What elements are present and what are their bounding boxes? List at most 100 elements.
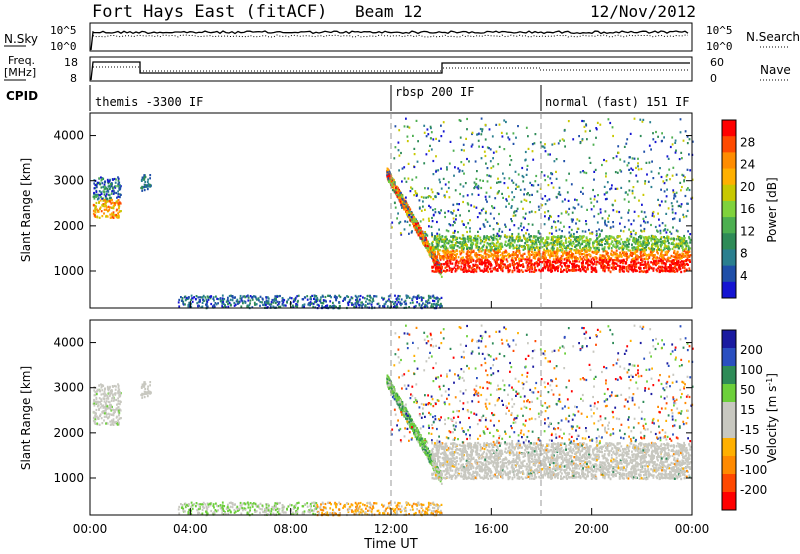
power-cell [225, 300, 228, 303]
power-cell [565, 237, 568, 240]
power-cell [321, 304, 323, 307]
plot-title: Fort Hays East (fitACF) [92, 2, 327, 22]
power-cell [640, 243, 643, 246]
power-cell [610, 249, 613, 252]
power-cell [361, 304, 363, 307]
power-cell [604, 249, 607, 253]
power-cell [496, 248, 499, 251]
power-cell [110, 197, 112, 200]
power-cell [417, 294, 420, 297]
power-cell [483, 243, 485, 246]
power-cell [585, 268, 588, 271]
power-cell [104, 195, 107, 198]
power-cell [600, 266, 603, 269]
power-cell [485, 239, 487, 242]
power-cell [361, 301, 363, 304]
power-cell [355, 300, 358, 303]
power-cell [109, 206, 111, 209]
power-cell [432, 259, 435, 263]
power-cell [568, 242, 571, 246]
power-cell [263, 301, 266, 304]
power-cell [684, 243, 687, 246]
power-cell [403, 203, 406, 206]
power-cell [109, 186, 112, 189]
power-cell [462, 248, 465, 251]
power-cell [407, 216, 410, 219]
power-cell [343, 297, 346, 300]
power-cell [106, 178, 109, 181]
power-cell [344, 298, 346, 301]
power-cell [290, 306, 293, 309]
power-cell [535, 251, 537, 254]
power-cell [609, 237, 612, 240]
power-cell [676, 260, 678, 263]
power-cell [420, 230, 423, 233]
power-cell [643, 243, 646, 246]
power-cell [247, 294, 249, 297]
power-cell [464, 259, 467, 262]
power-cell [685, 245, 688, 248]
power-cell [554, 240, 556, 243]
power-cell [644, 262, 647, 265]
power-cell [670, 254, 673, 258]
power-cell [351, 297, 354, 300]
power-cell [267, 297, 270, 300]
power-cell [240, 297, 243, 300]
power-cell [244, 301, 247, 304]
power-cell [426, 240, 428, 243]
power-cell [215, 295, 217, 298]
power-cell [369, 296, 372, 299]
power-cell [215, 303, 218, 306]
power-cell [544, 261, 547, 264]
power-cell [102, 205, 105, 208]
power-cell [247, 299, 250, 302]
power-cell [651, 258, 654, 261]
power-cell [611, 259, 614, 262]
power-cell [555, 252, 557, 255]
power-cell [334, 297, 337, 300]
power-cell [114, 214, 116, 217]
power-cell [432, 299, 434, 302]
power-cell [433, 246, 435, 249]
power-cell [637, 242, 639, 246]
power-cell [526, 237, 529, 240]
power-cell [549, 269, 552, 272]
power-cell [96, 183, 99, 186]
power-cell [513, 266, 515, 269]
power-cell [359, 304, 362, 307]
power-cell [568, 250, 571, 253]
power-cell [511, 236, 514, 239]
power-cell [518, 244, 521, 247]
power-cell [221, 297, 224, 300]
power-cell [407, 295, 410, 298]
power-cell [141, 187, 144, 190]
power-cell [329, 294, 331, 297]
power-cell [187, 296, 190, 299]
power-cell [623, 247, 625, 250]
power-cell [518, 268, 521, 272]
power-cell [517, 257, 520, 261]
power-cell [643, 270, 646, 273]
power-cell [610, 266, 613, 269]
power-cell [400, 198, 402, 201]
power-cell [232, 296, 234, 299]
power-cell [413, 222, 416, 225]
power-cell [401, 194, 404, 197]
power-cell [675, 257, 678, 260]
power-cell [413, 218, 416, 221]
power-cell [99, 207, 101, 211]
power-cell [105, 190, 108, 193]
power-cell [393, 179, 395, 182]
power-cell [528, 257, 531, 260]
power-cell [586, 266, 589, 269]
power-cell [219, 297, 222, 300]
power-cell [94, 204, 97, 207]
power-cell [409, 219, 412, 222]
power-cell [416, 297, 419, 300]
power-cell [347, 303, 350, 307]
power-cell [101, 177, 104, 180]
power-cell [662, 257, 664, 261]
power-cell [652, 267, 655, 270]
power-cell [665, 266, 668, 269]
power-cell [202, 294, 205, 297]
